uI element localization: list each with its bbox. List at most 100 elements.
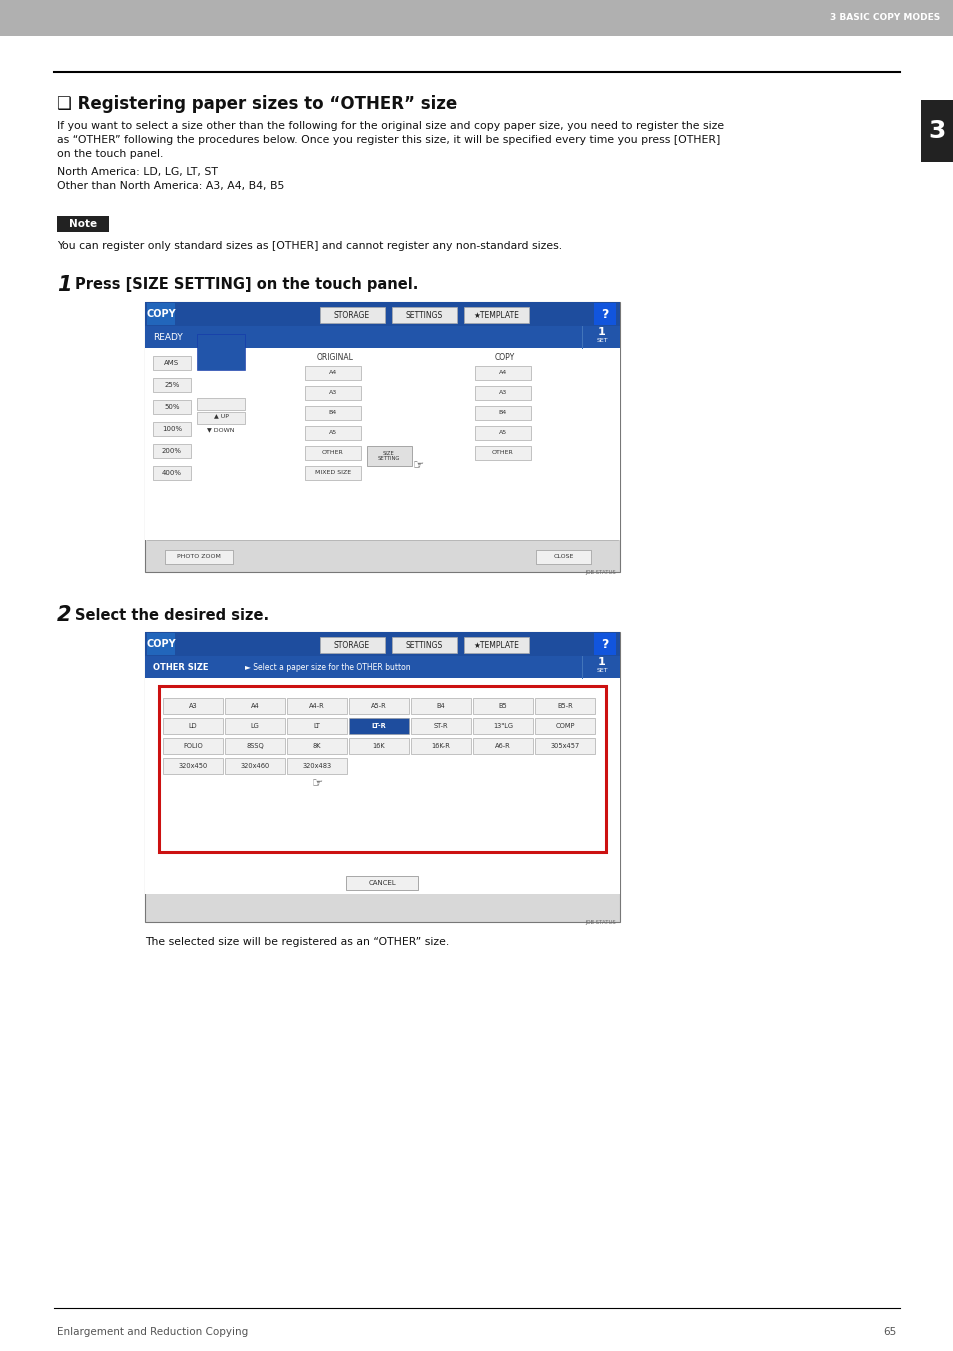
Text: 320x460: 320x460 bbox=[240, 763, 270, 769]
Text: COPY: COPY bbox=[495, 354, 515, 362]
Text: COPY: COPY bbox=[146, 639, 175, 648]
Text: 8SSQ: 8SSQ bbox=[246, 743, 264, 748]
Bar bbox=[475, 366, 531, 380]
Text: PHOTO ZOOM: PHOTO ZOOM bbox=[177, 554, 221, 559]
Text: 320x483: 320x483 bbox=[302, 763, 332, 769]
Text: A4: A4 bbox=[251, 703, 259, 709]
Bar bbox=[349, 698, 409, 713]
Text: ▼ DOWN: ▼ DOWN bbox=[207, 427, 234, 432]
Text: A4: A4 bbox=[498, 370, 507, 376]
Bar bbox=[152, 357, 191, 370]
Bar bbox=[305, 407, 360, 420]
Text: A4-R: A4-R bbox=[309, 703, 325, 709]
Text: CLOSE: CLOSE bbox=[554, 554, 574, 559]
Text: B4: B4 bbox=[436, 703, 445, 709]
Text: 400%: 400% bbox=[162, 470, 182, 476]
Text: ❑ Registering paper sizes to “OTHER” size: ❑ Registering paper sizes to “OTHER” siz… bbox=[57, 95, 456, 113]
Bar bbox=[594, 303, 616, 326]
Text: 65: 65 bbox=[882, 1327, 896, 1337]
Text: B4: B4 bbox=[329, 411, 336, 416]
Text: ☞: ☞ bbox=[312, 777, 323, 790]
Bar bbox=[163, 738, 223, 754]
Bar bbox=[225, 717, 285, 734]
Bar bbox=[152, 400, 191, 413]
Text: OTHER: OTHER bbox=[492, 450, 514, 455]
Bar bbox=[287, 738, 347, 754]
Bar bbox=[152, 444, 191, 458]
Text: A3: A3 bbox=[189, 703, 197, 709]
Bar bbox=[145, 303, 619, 571]
Bar bbox=[535, 717, 595, 734]
Text: A5: A5 bbox=[498, 431, 507, 435]
Bar bbox=[145, 657, 619, 678]
Text: 16K: 16K bbox=[373, 743, 385, 748]
Text: ST-R: ST-R bbox=[434, 723, 448, 730]
Text: If you want to select a size other than the following for the original size and : If you want to select a size other than … bbox=[57, 122, 723, 131]
Bar bbox=[145, 632, 619, 657]
Bar bbox=[319, 307, 385, 323]
Bar bbox=[287, 698, 347, 713]
Bar bbox=[305, 366, 360, 380]
Text: SETTINGS: SETTINGS bbox=[405, 311, 442, 319]
Text: A3: A3 bbox=[498, 390, 507, 396]
Text: 100%: 100% bbox=[162, 426, 182, 432]
Bar bbox=[411, 698, 471, 713]
Bar bbox=[305, 426, 360, 440]
Text: Select the desired size.: Select the desired size. bbox=[75, 608, 269, 623]
Text: on the touch panel.: on the touch panel. bbox=[57, 149, 163, 159]
Text: LD: LD bbox=[189, 723, 197, 730]
Bar bbox=[535, 738, 595, 754]
Text: LT-R: LT-R bbox=[372, 723, 386, 730]
Bar bbox=[196, 399, 245, 409]
Bar bbox=[145, 678, 619, 894]
Text: ★TEMPLATE: ★TEMPLATE bbox=[473, 640, 518, 650]
Text: ★TEMPLATE: ★TEMPLATE bbox=[473, 311, 518, 319]
Bar bbox=[346, 875, 418, 890]
Text: COPY: COPY bbox=[146, 309, 175, 319]
Text: 1: 1 bbox=[598, 657, 605, 667]
Bar bbox=[594, 634, 616, 655]
Bar bbox=[196, 412, 245, 424]
Bar bbox=[463, 307, 529, 323]
Bar bbox=[145, 349, 619, 540]
Text: ☞: ☞ bbox=[413, 459, 424, 473]
Text: CANCEL: CANCEL bbox=[368, 880, 395, 886]
Bar bbox=[145, 303, 619, 326]
Text: 25%: 25% bbox=[164, 382, 179, 388]
Bar bbox=[535, 698, 595, 713]
Text: A4: A4 bbox=[329, 370, 336, 376]
Text: 320x450: 320x450 bbox=[178, 763, 208, 769]
Text: A3: A3 bbox=[329, 390, 336, 396]
Text: A6-R: A6-R bbox=[495, 743, 511, 748]
Text: STORAGE: STORAGE bbox=[334, 311, 370, 319]
Text: Other than North America: A3, A4, B4, B5: Other than North America: A3, A4, B4, B5 bbox=[57, 181, 284, 190]
Text: COMP: COMP bbox=[555, 723, 574, 730]
Text: STORAGE: STORAGE bbox=[334, 640, 370, 650]
Text: 50%: 50% bbox=[164, 404, 179, 409]
Bar bbox=[147, 634, 174, 655]
Text: 200%: 200% bbox=[162, 449, 182, 454]
Bar bbox=[225, 758, 285, 774]
Text: A5: A5 bbox=[329, 431, 336, 435]
Bar bbox=[196, 334, 245, 370]
Bar bbox=[152, 466, 191, 480]
Bar bbox=[145, 326, 619, 349]
Bar bbox=[225, 698, 285, 713]
Text: READY: READY bbox=[152, 332, 183, 342]
Text: Note: Note bbox=[69, 219, 97, 230]
Bar bbox=[305, 386, 360, 400]
Text: The selected size will be registered as an “OTHER” size.: The selected size will be registered as … bbox=[145, 938, 449, 947]
Bar bbox=[463, 638, 529, 653]
Text: APS: APS bbox=[213, 380, 228, 389]
Bar bbox=[159, 686, 605, 852]
Bar bbox=[920, 100, 953, 162]
Bar bbox=[163, 758, 223, 774]
Bar bbox=[349, 738, 409, 754]
Text: Enlargement and Reduction Copying: Enlargement and Reduction Copying bbox=[57, 1327, 248, 1337]
Bar bbox=[163, 717, 223, 734]
Bar bbox=[305, 446, 360, 459]
Bar bbox=[475, 426, 531, 440]
Bar bbox=[473, 717, 533, 734]
Text: 8K: 8K bbox=[313, 743, 321, 748]
Bar bbox=[287, 758, 347, 774]
